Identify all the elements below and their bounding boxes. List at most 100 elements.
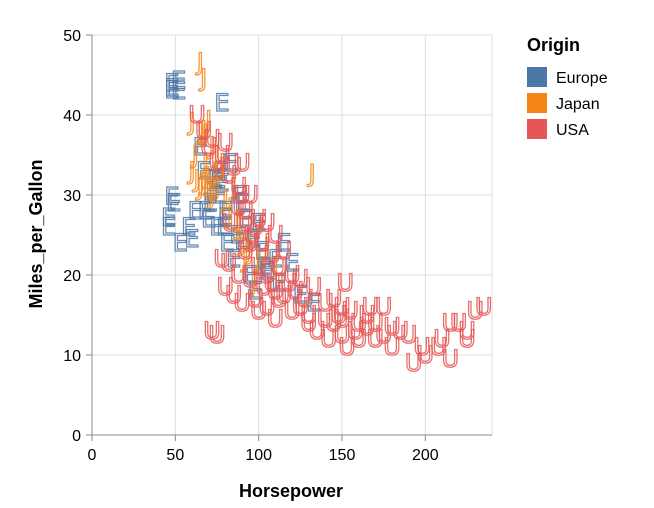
legend-label-europe: Europe	[556, 70, 608, 87]
point-japan: J	[216, 153, 225, 181]
point-usa: U	[217, 129, 235, 157]
point-usa: U	[417, 341, 435, 369]
point-japan: J	[240, 245, 249, 273]
point-usa: U	[458, 325, 476, 353]
point-japan: J	[190, 141, 199, 169]
point-usa: U	[208, 321, 226, 349]
point-usa: U	[247, 285, 265, 313]
point-europe: E	[164, 76, 179, 104]
point-japan: J	[248, 269, 257, 297]
point-usa: U	[325, 285, 343, 313]
point-usa: U	[250, 205, 268, 233]
point-japan: J	[220, 185, 229, 213]
point-europe: E	[271, 269, 286, 297]
point-europe: E	[226, 245, 241, 273]
point-europe: E	[219, 229, 234, 257]
point-japan: J	[200, 149, 209, 177]
point-usa: U	[383, 313, 401, 341]
point-usa: U	[350, 325, 368, 353]
point-usa: U	[208, 149, 226, 177]
legend-swatch-usa	[527, 119, 547, 139]
point-usa: U	[450, 309, 468, 337]
point-europe: E	[184, 225, 199, 253]
point-usa: U	[225, 281, 243, 309]
point-usa: U	[297, 285, 315, 313]
point-usa: U	[358, 301, 376, 329]
point-europe: E	[161, 213, 176, 241]
point-usa: U	[320, 325, 338, 353]
point-europe: E	[268, 245, 283, 273]
point-europe: E	[214, 89, 229, 117]
point-usa: U	[267, 277, 285, 305]
grid-lines	[91, 34, 493, 436]
point-europe: E	[248, 277, 263, 305]
point-usa: U	[292, 293, 310, 321]
point-europe: E	[173, 229, 188, 257]
point-usa: U	[230, 261, 248, 289]
x-tick-label: 100	[245, 447, 272, 464]
point-usa: U	[242, 229, 260, 257]
x-axis-ticks: 0 50 100 150 200	[88, 435, 439, 464]
point-usa: U	[263, 241, 281, 269]
point-europe: E	[238, 205, 253, 233]
point-europe: E	[188, 197, 203, 225]
point-europe: E	[306, 289, 321, 317]
point-usa: U	[287, 277, 305, 305]
point-europe: E	[203, 189, 218, 217]
y-axis-ticks: 0 10 20 30 40 50	[63, 28, 92, 445]
x-tick-label: 150	[329, 447, 356, 464]
axes	[91, 35, 492, 436]
point-usa: U	[222, 209, 240, 237]
point-usa: U	[237, 237, 255, 265]
point-usa: U	[305, 273, 323, 301]
point-japan: J	[211, 173, 220, 201]
point-usa: U	[430, 333, 448, 361]
point-usa: U	[188, 101, 206, 129]
point-usa: U	[213, 141, 231, 169]
point-usa: U	[238, 209, 256, 237]
point-usa: U	[292, 265, 310, 293]
x-axis-title: Horsepower	[239, 481, 343, 501]
y-tick-label: 50	[63, 28, 81, 45]
point-europe: E	[171, 67, 186, 95]
x-tick-label: 200	[412, 447, 439, 464]
point-usa: U	[392, 317, 410, 345]
point-europe: E	[164, 183, 179, 211]
point-europe: E	[218, 197, 233, 225]
point-usa: U	[255, 273, 273, 301]
point-japan: J	[211, 141, 220, 169]
point-usa: U	[195, 117, 213, 145]
point-usa: U	[233, 181, 251, 209]
point-usa: U	[333, 293, 351, 321]
point-usa: U	[413, 333, 431, 361]
point-europe: E	[164, 69, 179, 97]
point-japan: J	[206, 132, 215, 160]
point-japan: J	[186, 108, 195, 136]
point-usa: U	[258, 209, 276, 237]
point-usa: U	[258, 293, 276, 321]
point-europe: E	[164, 74, 179, 102]
point-europe: E	[214, 169, 229, 197]
point-europe: E	[161, 203, 176, 231]
point-japan: J	[198, 168, 207, 196]
point-europe: E	[208, 165, 223, 193]
y-tick-label: 10	[63, 348, 81, 365]
point-usa: U	[362, 293, 380, 321]
point-europe: E	[196, 157, 211, 185]
point-europe: E	[203, 177, 218, 205]
point-japan: J	[236, 229, 245, 257]
point-europe: E	[231, 181, 246, 209]
point-usa: U	[400, 321, 418, 349]
point-usa: U	[267, 305, 285, 333]
y-axis-title: Miles_per_Gallon	[26, 159, 46, 308]
point-japan: J	[210, 159, 219, 187]
point-europe: E	[293, 281, 308, 309]
point-japan: J	[203, 169, 212, 197]
point-japan: J	[203, 106, 212, 134]
x-tick-label: 50	[166, 447, 184, 464]
point-usa: U	[250, 253, 268, 281]
point-europe: E	[234, 227, 249, 255]
point-usa: U	[375, 321, 393, 349]
point-europe: E	[171, 77, 186, 105]
point-usa: U	[325, 309, 343, 337]
